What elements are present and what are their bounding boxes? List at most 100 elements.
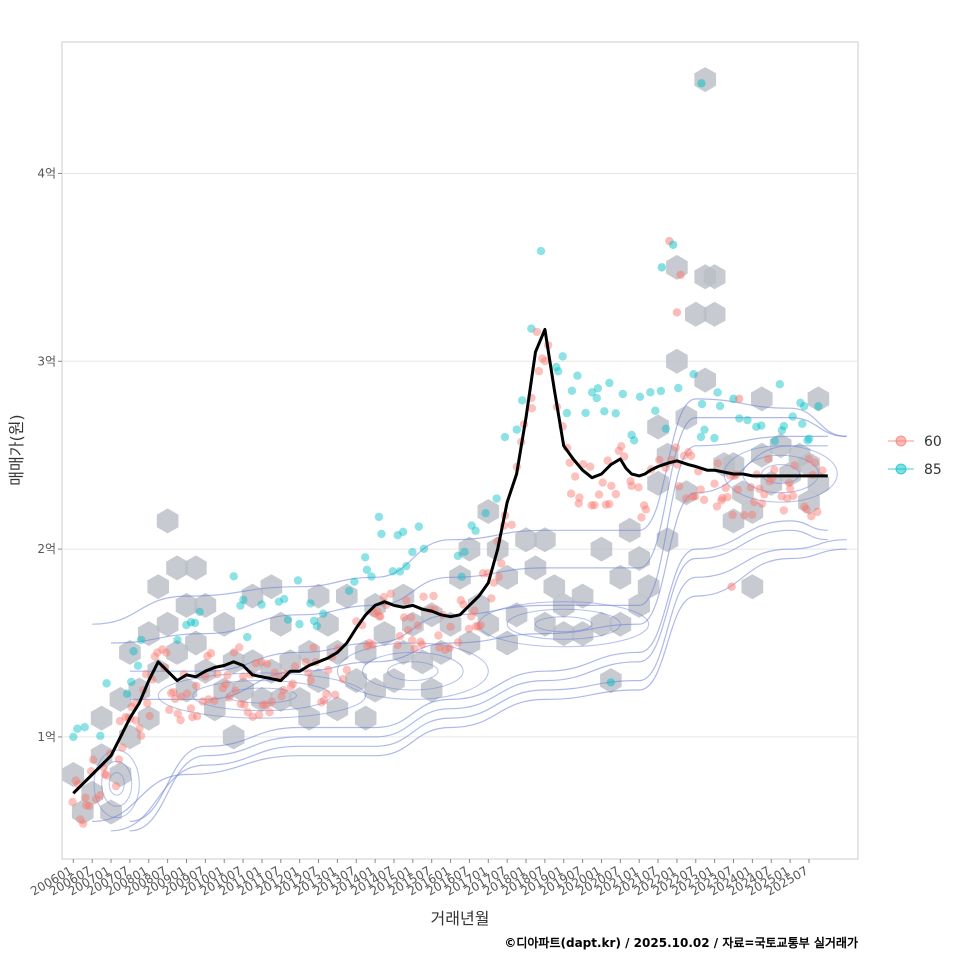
point-60 <box>410 644 419 653</box>
point-85 <box>587 388 597 397</box>
point-60 <box>182 689 192 698</box>
point-60 <box>78 819 88 828</box>
point-60 <box>301 657 311 667</box>
point-60 <box>221 680 230 689</box>
point-85 <box>788 412 797 421</box>
point-85 <box>715 401 725 411</box>
point-85 <box>581 408 590 418</box>
point-85 <box>122 689 132 699</box>
point-60 <box>603 456 612 465</box>
point-85 <box>770 436 780 446</box>
point-60 <box>136 731 146 741</box>
y-tick-label-0: 1억 <box>37 730 56 744</box>
point-60 <box>239 672 248 681</box>
point-60 <box>598 478 607 487</box>
point-60 <box>784 478 794 488</box>
point-85 <box>362 565 372 574</box>
point-85 <box>799 402 809 411</box>
point-85 <box>344 586 354 596</box>
point-60 <box>251 659 260 668</box>
point-60 <box>611 489 621 499</box>
point-60 <box>141 670 151 679</box>
point-60 <box>566 489 576 498</box>
point-85 <box>592 393 601 403</box>
point-60 <box>88 755 98 764</box>
point-60 <box>445 643 454 653</box>
point-85 <box>257 600 266 609</box>
hexbin-110 <box>741 499 764 524</box>
point-85 <box>350 577 359 586</box>
point-60 <box>254 710 264 720</box>
point-60 <box>507 520 516 529</box>
point-60 <box>188 712 197 722</box>
x-axis-title: 거래년월 <box>431 909 490 928</box>
point-60 <box>127 702 136 712</box>
point-60 <box>620 452 629 461</box>
hexbin-9 <box>119 639 141 665</box>
point-85 <box>627 430 636 440</box>
point-60 <box>166 688 176 698</box>
point-60 <box>713 459 723 468</box>
point-85 <box>402 561 411 571</box>
point-60 <box>686 451 696 460</box>
point-60 <box>81 793 90 802</box>
hexbin-73 <box>515 527 537 553</box>
point-85 <box>562 408 572 418</box>
point-60 <box>634 483 643 492</box>
point-60 <box>688 492 697 501</box>
y-tick-label-3: 4억 <box>37 166 56 180</box>
point-60 <box>441 645 450 655</box>
hexbin-4 <box>100 799 122 825</box>
point-60 <box>641 505 651 514</box>
point-60 <box>723 492 732 502</box>
point-60 <box>717 496 726 505</box>
point-85 <box>796 398 805 408</box>
point-60 <box>145 711 154 721</box>
legend: 60 85 <box>888 434 942 478</box>
point-60 <box>234 643 244 652</box>
y-tick-label-1: 2억 <box>37 542 56 556</box>
point-85 <box>309 616 319 626</box>
point-60 <box>538 354 547 363</box>
point-85 <box>388 567 397 576</box>
hexbin-37 <box>270 611 292 637</box>
point-60 <box>309 643 318 652</box>
hexbin-49 <box>354 705 377 731</box>
point-85 <box>408 547 417 557</box>
legend-85-label: 85 <box>924 462 942 478</box>
point-85 <box>689 370 698 379</box>
point-60 <box>290 662 300 671</box>
hexbin-98 <box>675 405 698 431</box>
legend-60-label: 60 <box>924 434 942 450</box>
point-60 <box>213 669 222 679</box>
point-60 <box>82 801 91 810</box>
point-outlier-7 <box>734 394 744 404</box>
point-60 <box>459 600 468 609</box>
point-60 <box>614 446 624 456</box>
point-60 <box>497 559 506 568</box>
point-60 <box>162 648 171 657</box>
point-85 <box>129 647 138 656</box>
point-85 <box>517 396 527 405</box>
point-60 <box>91 794 101 804</box>
point-60 <box>206 649 216 658</box>
point-85 <box>319 609 328 618</box>
hexbin-66 <box>468 592 490 618</box>
point-60 <box>319 696 329 705</box>
point-60 <box>467 612 476 621</box>
point-85 <box>80 723 89 732</box>
hexbin-71 <box>496 564 518 590</box>
contour-blob-4-1 <box>761 464 801 484</box>
point-60 <box>306 676 315 685</box>
point-85 <box>651 406 660 415</box>
hexbin-3 <box>90 743 113 769</box>
point-85 <box>775 380 785 389</box>
point-60 <box>575 493 584 502</box>
point-60 <box>374 612 384 621</box>
hexbin-11 <box>137 705 160 731</box>
point-60 <box>770 465 779 475</box>
point-60 <box>279 685 288 695</box>
point-60 <box>158 645 167 654</box>
point-60 <box>747 510 757 520</box>
contour-blob-0-2 <box>101 760 133 807</box>
